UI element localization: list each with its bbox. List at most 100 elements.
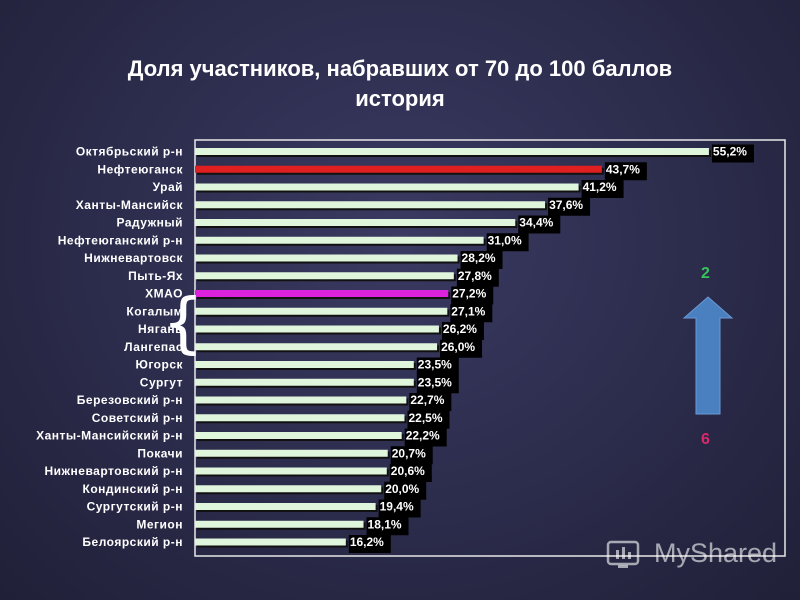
bar	[195, 148, 709, 155]
bar	[195, 254, 458, 262]
value-label: 41,2%	[583, 180, 617, 194]
bar	[195, 272, 454, 280]
category-label: Лангепас	[124, 340, 183, 354]
bar	[195, 343, 438, 351]
value-label: 22,2%	[406, 429, 440, 443]
bar	[195, 503, 376, 510]
value-label-background	[441, 322, 484, 340]
bar	[195, 325, 439, 333]
value-label: 23,5%	[418, 375, 452, 389]
value-label-background	[581, 180, 624, 198]
category-label: Советский р-н	[92, 411, 183, 425]
value-label: 31,0%	[488, 233, 522, 247]
category-label: Белоярский р-н	[82, 535, 183, 549]
value-label: 20,6%	[391, 464, 425, 478]
value-label-background	[404, 428, 447, 447]
category-label: Сургутский р-н	[87, 500, 183, 514]
value-label: 22,7%	[410, 393, 444, 407]
value-label-background	[378, 499, 421, 518]
value-label: 27,2%	[452, 287, 486, 301]
category-label: Нижневартовск	[84, 251, 183, 265]
bar	[195, 520, 364, 528]
bar	[195, 467, 387, 475]
bar	[195, 236, 484, 244]
value-label-background	[366, 517, 409, 536]
category-label: Нефтеюганск	[97, 162, 183, 176]
value-label-background	[390, 446, 433, 465]
bar	[195, 485, 382, 493]
bar	[195, 538, 346, 546]
value-label-background	[409, 393, 452, 411]
value-label: 55,2%	[713, 145, 747, 159]
value-label: 26,0%	[441, 340, 475, 354]
rank-bottom-label: 6	[701, 431, 710, 448]
category-label: Кондинский р-н	[83, 482, 184, 496]
value-label: 20,0%	[385, 482, 419, 496]
category-label: Нягань	[138, 322, 183, 336]
value-label: 19,4%	[380, 500, 414, 514]
category-label: Когалым	[126, 304, 183, 318]
value-label-background	[416, 357, 459, 376]
chart-subtitle: история	[355, 86, 445, 111]
bar	[195, 307, 448, 315]
myshared-watermark: MyShared	[654, 538, 778, 568]
value-label: 34,4%	[519, 216, 553, 230]
value-label-background	[450, 304, 493, 323]
bar	[195, 219, 516, 226]
value-label: 18,1%	[368, 517, 402, 531]
value-label-background	[389, 464, 432, 482]
bar	[195, 414, 405, 422]
bars-layer: Октябрьский р-н 55,2% Нефтеюганск 43,7% Урай…	[36, 144, 754, 553]
category-label: Покачи	[137, 446, 183, 460]
value-label: 28,2%	[462, 251, 496, 265]
value-label: 27,8%	[458, 269, 492, 283]
value-label-background	[440, 339, 483, 358]
category-label: Нефтеюганский р-н	[58, 233, 183, 247]
value-label: 26,2%	[443, 322, 477, 336]
category-label: Сургут	[140, 375, 183, 389]
value-label-background	[384, 481, 427, 500]
value-label: 16,2%	[350, 535, 384, 549]
category-label: Радужный	[117, 216, 183, 230]
category-label: Ханты-Мансийск	[76, 198, 184, 212]
category-label: Октябрьский р-н	[76, 145, 183, 159]
bar	[195, 432, 402, 439]
value-label-background	[604, 162, 647, 181]
bar	[195, 378, 414, 386]
value-label-background	[416, 375, 459, 394]
rank-top-label: 2	[701, 265, 710, 282]
value-label: 37,6%	[549, 198, 583, 212]
value-label-background	[348, 535, 391, 553]
bar	[195, 201, 546, 209]
value-label-background	[451, 286, 494, 305]
category-label: Югорск	[135, 358, 183, 372]
value-label: 20,7%	[392, 446, 426, 460]
category-label: Урай	[153, 180, 183, 194]
value-label-background	[518, 215, 561, 234]
value-label-background	[486, 233, 529, 252]
value-label: 22,5%	[408, 411, 442, 425]
value-label: 27,1%	[451, 304, 485, 318]
value-label-background	[548, 197, 591, 216]
bar	[195, 183, 579, 191]
value-label-background	[456, 268, 499, 287]
value-label: 43,7%	[606, 162, 640, 176]
value-label-background	[711, 144, 754, 163]
category-label: Мегион	[136, 517, 183, 531]
brace-annotation: {	[162, 284, 204, 361]
bar	[195, 449, 388, 457]
category-label: Березовский р-н	[77, 393, 183, 407]
value-label-background	[460, 251, 503, 269]
value-label: 23,5%	[418, 358, 452, 372]
category-label: ХМАО	[145, 287, 183, 301]
bar	[195, 361, 414, 368]
bar	[195, 396, 407, 404]
value-label-background	[407, 410, 450, 429]
category-label: Ханты-Мансийский р-н	[36, 429, 183, 443]
myshared-logo-icon	[606, 540, 640, 568]
bar	[195, 165, 602, 173]
chart-title: Доля участников, набравших от 70 до 100 …	[127, 56, 673, 81]
category-label: Нижневартовский р-н	[44, 464, 183, 478]
category-label: Пыть-Ях	[128, 269, 183, 283]
